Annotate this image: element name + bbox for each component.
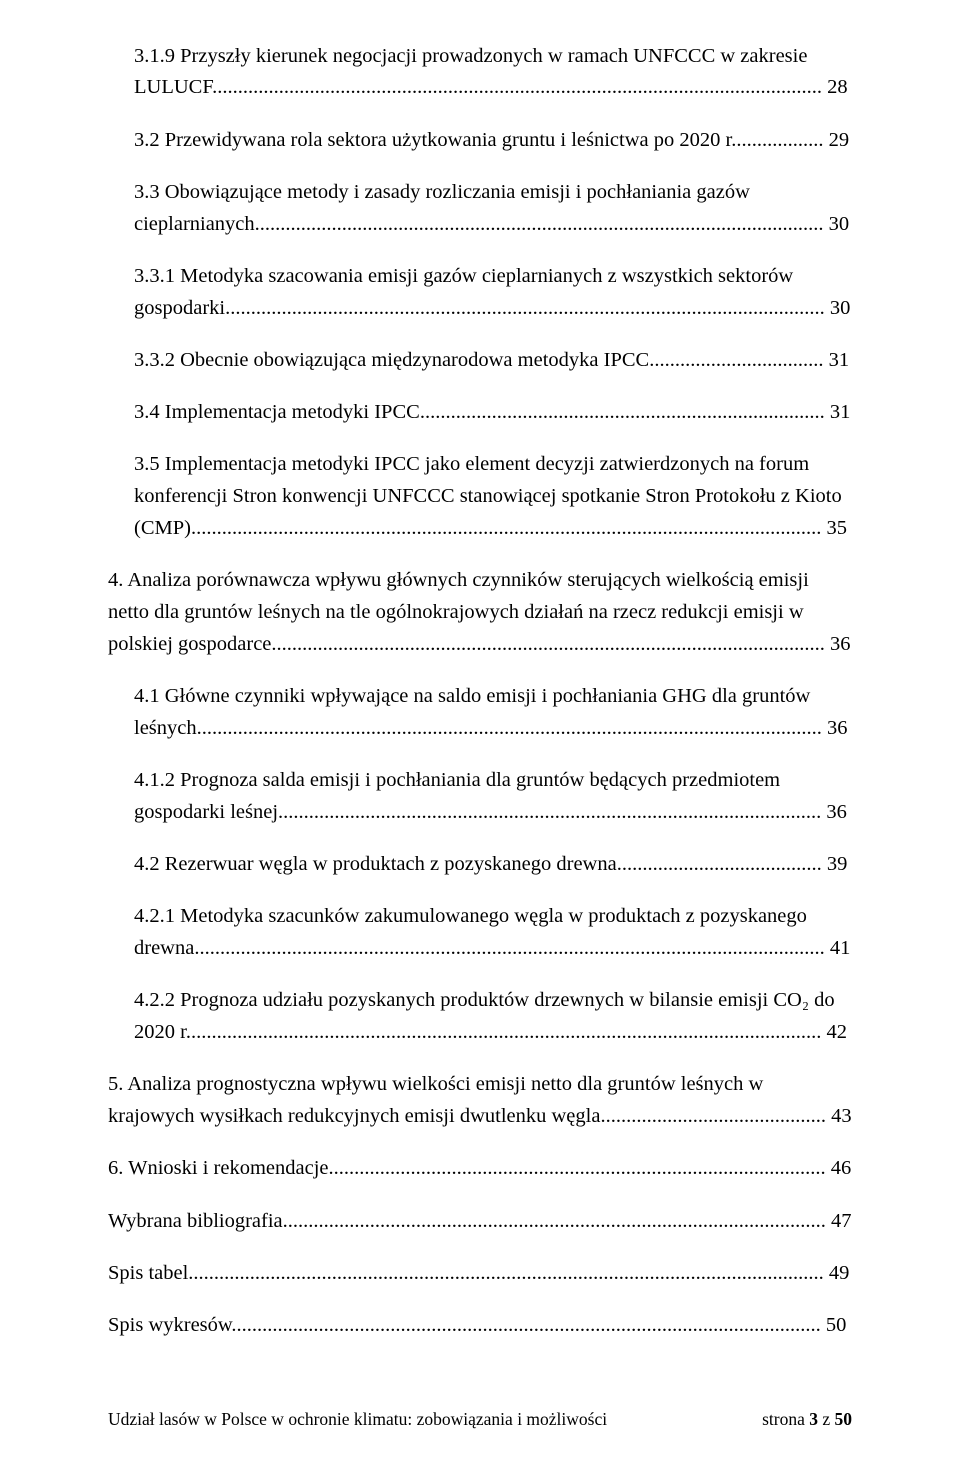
toc-entry-text: polskiej gospodarce (108, 633, 271, 655)
toc-entry-text: LULUCF (134, 76, 212, 98)
toc-entry: 4.2 Rezerwuar węgla w produktach z pozys… (134, 849, 852, 881)
document-page: 3.1.9 Przyszły kierunek negocjacji prowa… (0, 0, 960, 1478)
toc-entry: 5. Analiza prognostyczna wpływu wielkośc… (108, 1069, 852, 1133)
toc-entry-text: (CMP) (134, 517, 191, 539)
toc-entry-leader-and-page: ........................................… (329, 1157, 852, 1179)
toc-entry-text: 4.2.1 Metodyka szacunków zakumulowanego … (134, 905, 807, 927)
toc-entry: 4.2.2 Prognoza udziału pozyskanych produ… (134, 985, 852, 1049)
toc-entry-leader-and-page: ................. 29 (736, 129, 849, 151)
toc-entry: 4. Analiza porównawcza wpływu głównych c… (108, 565, 852, 660)
toc-entry: 4.1 Główne czynniki wpływające na saldo … (134, 681, 852, 745)
toc-entry: 4.2.1 Metodyka szacunków zakumulowanego … (134, 901, 852, 965)
toc-entry-text: Spis wykresów (108, 1314, 231, 1336)
toc-entry-leader-and-page: ........................................… (231, 1314, 846, 1336)
page-footer: Udział lasów w Polsce w ochronie klimatu… (108, 1409, 852, 1430)
toc-entry-text: drewna (134, 937, 194, 959)
toc-entry: 3.4 Implementacja metodyki IPCC.........… (134, 397, 852, 429)
toc-entry-text: 3.3.2 Obecnie obowiązująca międzynarodow… (134, 349, 649, 371)
toc-entry-text: 3.5 Implementacja metodyki IPCC jako ele… (134, 453, 809, 475)
toc-entry-text: cieplarnianych (134, 213, 255, 235)
toc-entry: 3.2 Przewidywana rola sektora użytkowani… (134, 125, 852, 157)
toc-entry-text: konferencji Stron konwencji UNFCCC stano… (134, 485, 842, 507)
toc-entry-leader-and-page: ........................................… (191, 1021, 847, 1043)
footer-page-info: strona 3 z 50 (762, 1409, 852, 1430)
toc-entry-text: 2020 r. (134, 1021, 191, 1043)
toc-entry-leader-and-page: ........................................… (225, 297, 850, 319)
toc-entry-text: leśnych (134, 717, 197, 739)
toc-entry-leader-and-page: ........................................… (255, 213, 850, 235)
toc-entry-leader-and-page: ........................................… (191, 517, 847, 539)
toc-entry-leader-and-page: ........................................… (600, 1105, 851, 1127)
toc-entry-text: 3.4 Implementacja metodyki IPCC (134, 401, 420, 423)
toc-entry-text: 4.1 Główne czynniki wpływające na saldo … (134, 685, 810, 707)
toc-entry-text: 3.3.1 Metodyka szacowania emisji gazów c… (134, 265, 793, 287)
toc-entry-leader-and-page: ........................................… (420, 401, 851, 423)
toc-entry: 3.3.1 Metodyka szacowania emisji gazów c… (134, 261, 852, 325)
toc-entry-leader-and-page: ........................................… (617, 853, 848, 875)
toc-entry-text: 6. Wnioski i rekomendacje (108, 1157, 329, 1179)
toc-entry-leader-and-page: ........................................… (197, 717, 848, 739)
toc-entry-text: 3.3 Obowiązujące metody i zasady rozlicz… (134, 181, 750, 203)
footer-page-total: 50 (835, 1409, 853, 1429)
toc-entry-text: 5. Analiza prognostyczna wpływu wielkośc… (108, 1073, 763, 1095)
toc-entry-text: Spis tabel (108, 1262, 188, 1284)
toc-entry-text: gospodarki (134, 297, 225, 319)
toc-entry-leader-and-page: ........................................… (271, 633, 850, 655)
toc-entry-leader-and-page: .................................. 31 (649, 349, 849, 371)
toc-entry-text: 4.2 Rezerwuar węgla w produktach z pozys… (134, 853, 617, 875)
toc-entry-leader-and-page: ........................................… (278, 801, 847, 823)
toc-entry-text: 4.1.2 Prognoza salda emisji i pochłanian… (134, 769, 780, 791)
toc-entry-leader-and-page: ........................................… (194, 937, 850, 959)
toc-entry-leader-and-page: ........................................… (283, 1210, 852, 1232)
toc-entry-text: 4.2.2 Prognoza udziału pozyskanych produ… (134, 989, 835, 1011)
toc-entry: 4.1.2 Prognoza salda emisji i pochłanian… (134, 765, 852, 829)
toc-entry-leader-and-page: ........................................… (212, 76, 848, 98)
toc-entry: 6. Wnioski i rekomendacje...............… (108, 1153, 852, 1185)
toc-entry-text: krajowych wysiłkach redukcyjnych emisji … (108, 1105, 600, 1127)
toc-entry: 3.3.2 Obecnie obowiązująca międzynarodow… (134, 345, 852, 377)
toc-entry-text: gospodarki leśnej (134, 801, 278, 823)
toc-entry-text: Wybrana bibliografia (108, 1210, 283, 1232)
toc-entry-text: 4. Analiza porównawcza wpływu głównych c… (108, 569, 809, 591)
toc-entry: 3.3 Obowiązujące metody i zasady rozlicz… (134, 177, 852, 241)
toc-entry-leader-and-page: ........................................… (188, 1262, 849, 1284)
footer-title: Udział lasów w Polsce w ochronie klimatu… (108, 1409, 607, 1430)
toc-entry: Spis wykresów...........................… (108, 1310, 852, 1342)
toc-entry: Wybrana bibliografia....................… (108, 1206, 852, 1238)
toc-entry-text: netto dla gruntów leśnych na tle ogólnok… (108, 601, 804, 623)
footer-page-current: 3 (809, 1409, 818, 1429)
toc-entry-text: 3.1.9 Przyszły kierunek negocjacji prowa… (134, 45, 807, 67)
toc-entry: Spis tabel..............................… (108, 1258, 852, 1290)
toc-entry-text: 3.2 Przewidywana rola sektora użytkowani… (134, 129, 736, 151)
toc-entry: 3.1.9 Przyszły kierunek negocjacji prowa… (134, 41, 852, 105)
toc-entry: 3.5 Implementacja metodyki IPCC jako ele… (134, 449, 852, 544)
table-of-contents: 3.1.9 Przyszły kierunek negocjacji prowa… (108, 41, 852, 1342)
